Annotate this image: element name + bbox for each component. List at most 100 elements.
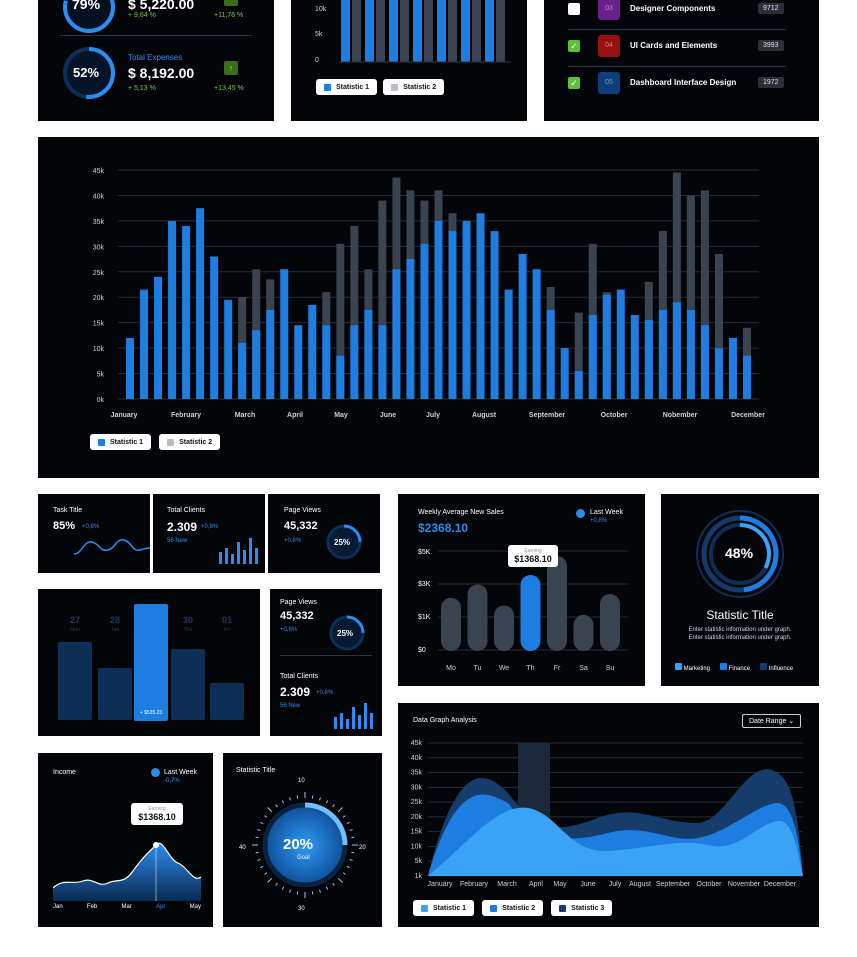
stat-ring-card: 48% Statistic Title Enter statistic info…: [661, 494, 819, 686]
summary-card: 79% $ 5,220.00 + 9,64 % +11,76 % 52% Tot…: [38, 0, 274, 121]
legend-statistic-2[interactable]: Statistic 2: [482, 900, 544, 916]
divider: [60, 35, 252, 36]
delta-bottom: +13,45 %: [214, 85, 244, 92]
gauge-tick: [342, 815, 346, 818]
checkbox[interactable]: ✓: [568, 40, 580, 52]
weekly-bar: [520, 575, 541, 651]
task-row[interactable]: ✓ 05 Dashboard Interface Design 1972: [568, 72, 786, 98]
legend-label: Statistic 2: [179, 438, 213, 446]
day-number: 27: [69, 615, 80, 625]
tooltip-value: $1368.10: [514, 554, 552, 564]
main-legend: Statistic 1 Statistic 2: [90, 434, 221, 450]
month-label: September: [529, 412, 565, 419]
goal-gauge: [252, 792, 358, 898]
legend-label: Statistic 2: [502, 904, 536, 912]
gauge-tick: [275, 804, 278, 808]
month-label: February: [460, 881, 489, 888]
task-row[interactable]: 03 Designer Components 9712: [568, 0, 786, 30]
area-chart-card: Data Graph Analysis Date Range ⌄ 45k 40k 3…: [398, 703, 819, 927]
up-arrow-icon: ↑: [224, 61, 238, 75]
tick-5k: 5k: [315, 31, 323, 38]
bar-statistic-1: [126, 337, 134, 399]
gray-swatch-icon: [167, 438, 175, 446]
gauge-tick: [257, 829, 261, 831]
month-label: March: [497, 881, 517, 888]
mini-bar-stat2: [352, 0, 361, 62]
area-chart: 45k 40k 35k 30k 25k 20k 15k 10k 5k 1k January Febru…: [411, 740, 803, 888]
task-row[interactable]: ✓ 04 UI Cards and Elements 3993: [568, 35, 786, 67]
progress-ring-top: [63, 0, 115, 33]
weekly-title: Weekly Average New Sales: [418, 509, 504, 516]
pageviews-value: 45,332: [284, 520, 318, 532]
bar-statistic-1: [462, 220, 471, 399]
task-count: 1972: [758, 77, 784, 88]
legend-dot-icon: [151, 768, 160, 777]
main-bar-chart-card: 45k 40k 35k 30k 25k 20k 15k 10k 5k 0k January Febru…: [38, 137, 819, 478]
weekly-tooltip: Earning $1368.10: [508, 545, 558, 567]
up-arrow-icon: [224, 0, 238, 6]
gauge-tick: [257, 859, 261, 861]
day-number: 28: [109, 615, 120, 625]
gauge-tick: [281, 886, 285, 890]
bar-statistic-1: [168, 220, 177, 399]
clients-bars: [219, 538, 258, 564]
gauge-tick: [332, 804, 335, 808]
mini-bar-stat1: [413, 0, 422, 62]
month-label: February: [171, 412, 201, 419]
income-legend: Last Week: [164, 769, 197, 776]
income-title: Income: [53, 769, 76, 776]
gauge-tick: [349, 829, 353, 831]
progress-pct-top: 79%: [72, 0, 101, 12]
checkbox[interactable]: ✓: [568, 77, 580, 89]
bar-statistic-1: [350, 325, 359, 399]
day-name: Thu: [183, 627, 193, 633]
calendar-day[interactable]: 28 Tue: [98, 589, 132, 736]
divider: [568, 29, 786, 30]
gauge-tick: [325, 800, 329, 804]
day-label: We: [499, 665, 509, 672]
calendar-day[interactable]: 01 Fri: [210, 589, 244, 736]
date-range-dropdown[interactable]: Date Range ⌄: [742, 714, 802, 728]
calendar-day[interactable]: 30 Thu: [171, 589, 205, 736]
legend-marketing: Marketing: [675, 663, 710, 672]
task-list-card: 03 Designer Components 9712 ✓ 04 UI Card…: [544, 0, 819, 121]
legend-statistic-1[interactable]: Statistic 1: [90, 434, 152, 450]
bar-statistic-1: [322, 325, 331, 399]
gauge-tick: [281, 800, 285, 804]
pageviews-title: Page Views: [284, 507, 321, 514]
swatch-icon: [720, 663, 728, 670]
clients2-bars: [334, 703, 373, 729]
bar-statistic-1: [504, 289, 513, 399]
pageviews2-ring: [329, 615, 365, 651]
month-label: Feb: [86, 904, 98, 910]
tick-left: 40: [239, 845, 246, 851]
weekly-legend: Last Week: [590, 509, 623, 516]
progress-ring-bottom: [63, 47, 115, 99]
day-bar: [98, 668, 132, 720]
calendar-day[interactable]: 27 Mon: [58, 589, 92, 736]
legend-statistic-1[interactable]: Statistic 1: [413, 900, 475, 916]
y-tick-label: 15k: [93, 321, 105, 328]
legend-statistic-1[interactable]: Statistic 1: [316, 79, 378, 95]
mini-bar-stat1: [485, 0, 494, 62]
stat-ring-title: Statistic Title: [706, 608, 774, 622]
bar-statistic-1: [420, 243, 429, 399]
swatch-icon: [760, 663, 768, 670]
weekly-bar: [547, 556, 567, 651]
y-tick-label: 35k: [411, 770, 423, 777]
bar-statistic-2: [574, 312, 583, 399]
weekly-bar: [494, 605, 514, 651]
checkbox[interactable]: [568, 3, 580, 15]
legend-statistic-2[interactable]: Statistic 2: [383, 79, 445, 95]
calendar-day[interactable]: 29 May: [134, 589, 168, 736]
legend-statistic-3[interactable]: Statistic 3: [551, 900, 613, 916]
amount-top: $ 5,220.00: [128, 0, 195, 12]
gauge-tick: [260, 865, 264, 869]
divider: [280, 655, 372, 656]
bar-statistic-1: [364, 309, 373, 399]
mini-legend: Statistic 1 Statistic 2: [316, 79, 445, 95]
mini-bar-stat1: [389, 0, 398, 62]
bar-statistic-1: [728, 337, 737, 399]
bar-statistic-1: [224, 299, 233, 399]
legend-statistic-2[interactable]: Statistic 2: [159, 434, 221, 450]
